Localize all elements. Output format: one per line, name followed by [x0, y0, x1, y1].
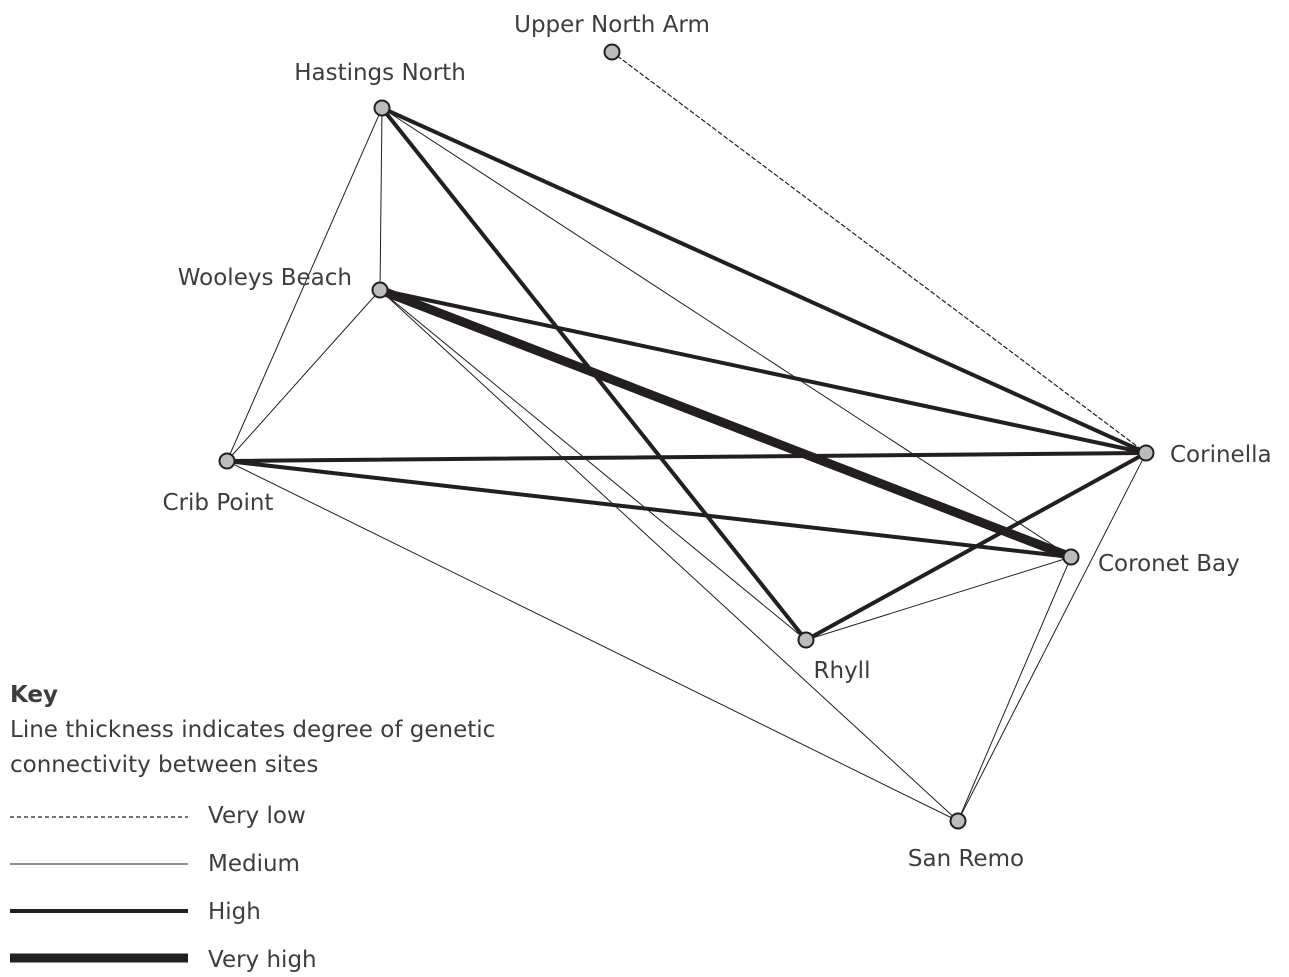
site-label-san-remo: San Remo [908, 846, 1024, 872]
site-node-corinella [1137, 444, 1155, 462]
site-node-crib-point [218, 452, 236, 470]
site-node-hastings-north [373, 99, 391, 117]
connection-crib-point-corinella [225, 451, 1148, 463]
site-label-crib-point: Crib Point [163, 490, 274, 516]
site-node-san-remo [949, 812, 967, 830]
connection-crib-point-san-remo [226, 460, 959, 822]
connection-hastings-north-crib-point [226, 107, 383, 462]
key-label-very-high: Very high [208, 947, 317, 973]
site-label-hastings-north: Hastings North [294, 60, 466, 86]
connection-hastings-north-wooleys-beach [379, 107, 383, 291]
connection-wooleys-beach-rhyll [379, 289, 807, 641]
connection-wooleys-beach-corinella [378, 288, 1148, 455]
connection-hastings-north-corinella [380, 106, 1148, 455]
site-node-coronet-bay [1062, 548, 1080, 566]
key-title: Key [10, 682, 58, 708]
connection-wooleys-beach-san-remo [379, 289, 959, 822]
key-description-line2: connectivity between sites [10, 752, 318, 778]
site-label-upper-north-arm: Upper North Arm [514, 12, 710, 38]
connection-wooleys-beach-coronet-bay [375, 285, 1076, 562]
site-node-upper-north-arm [603, 43, 621, 61]
site-nodes [218, 43, 1155, 830]
connection-lines [225, 51, 1148, 822]
key-label-very-low: Very low [208, 803, 306, 829]
connection-hastings-north-coronet-bay [381, 107, 1072, 558]
site-label-wooleys-beach: Wooleys Beach [178, 265, 352, 291]
site-label-corinella: Corinella [1170, 442, 1272, 468]
key-description-line1: Line thickness indicates degree of genet… [10, 717, 495, 743]
site-node-rhyll [797, 631, 815, 649]
connection-upper-north-arm-corinella [611, 51, 1147, 454]
connection-coronet-bay-san-remo [957, 556, 1072, 822]
key-label-medium: Medium [208, 851, 300, 877]
site-labels: Upper North Arm Hastings North Wooleys B… [163, 12, 1272, 872]
connection-rhyll-coronet-bay [805, 556, 1072, 641]
connection-rhyll-corinella [804, 451, 1148, 642]
connection-wooleys-beach-crib-point [226, 289, 381, 462]
connection-crib-point-coronet-bay [225, 459, 1073, 559]
site-label-coronet-bay: Coronet Bay [1098, 551, 1240, 577]
site-label-rhyll: Rhyll [814, 658, 871, 684]
connection-corinella-san-remo [957, 452, 1147, 822]
key-label-high: High [208, 899, 261, 925]
site-node-wooleys-beach [371, 281, 389, 299]
key: Key Line thickness indicates degree of g… [10, 682, 495, 973]
